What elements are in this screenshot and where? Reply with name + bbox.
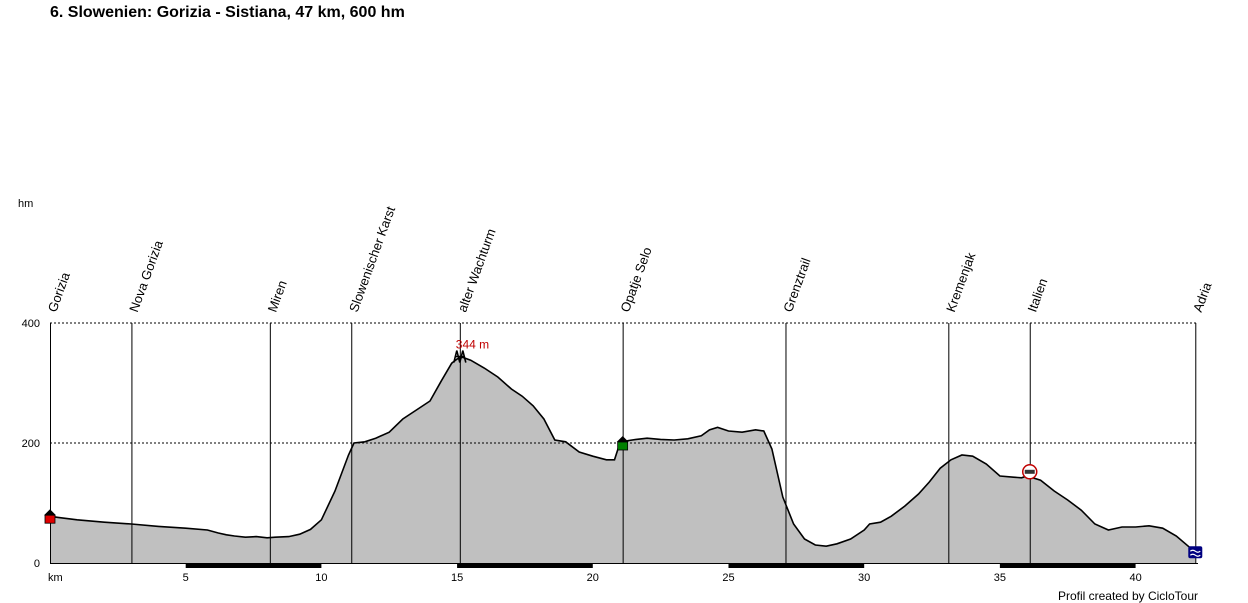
- sea-waves: [1189, 549, 1201, 557]
- peak-elevation-label: 344 m: [456, 338, 489, 352]
- y-tick-label: 200: [22, 438, 40, 450]
- km-band-segment: [457, 564, 593, 568]
- y-tick-label: 0: [34, 558, 40, 570]
- waypoint-label: Kremenjak: [943, 250, 979, 314]
- village-house-icon: [616, 436, 629, 451]
- house-body: [617, 441, 629, 451]
- km-band-segment: [185, 564, 322, 568]
- x-tick-label: 25: [722, 572, 734, 584]
- y-tick-label: 400: [22, 318, 40, 330]
- marker-layer: 344 m: [44, 338, 1203, 559]
- waypoint-label: Adria: [1190, 280, 1215, 314]
- credit-text: Profil created by CicloTour: [1057, 589, 1198, 603]
- y-axis-label: hm: [18, 198, 33, 210]
- km-band-segment: [999, 564, 1136, 568]
- x-tick-label: 40: [1129, 572, 1141, 584]
- waypoint-label: Nova Gorizia: [126, 238, 166, 314]
- sea-box: [1188, 546, 1203, 559]
- km-band-segment: [728, 564, 865, 568]
- waypoint-label: Gorizia: [45, 269, 73, 314]
- house-roof: [44, 509, 56, 516]
- x-tick-label: 30: [858, 572, 870, 584]
- border-sign-icon: [1021, 464, 1038, 480]
- house-roof: [616, 436, 629, 442]
- waypoint-label: Grenztrail: [780, 256, 813, 314]
- x-tick-label: 35: [994, 572, 1006, 584]
- waypoint-label: alter Wachturm: [455, 227, 499, 315]
- sign-bar: [1024, 469, 1035, 474]
- waypoint-label: Miren: [265, 278, 290, 314]
- chart-title: 6. Slowenien: Gorizia - Sistiana, 47 km,…: [50, 4, 405, 21]
- x-tick-label: 10: [315, 572, 327, 584]
- x-axis-label: km: [48, 572, 63, 584]
- waypoint-label: Italien: [1024, 276, 1050, 314]
- x-tick-label: 5: [183, 572, 189, 584]
- house-body: [44, 514, 56, 524]
- start-house-icon: [44, 509, 56, 524]
- waypoint-label: Slowenischer Karst: [346, 204, 398, 314]
- x-tick-label: 15: [451, 572, 463, 584]
- grid-layer: [50, 322, 1198, 444]
- sea-icon: [1188, 546, 1203, 559]
- profile-line: [49, 356, 1196, 553]
- x-tick-label: 20: [587, 572, 599, 584]
- waypoint-label: Opatje Selo: [617, 245, 654, 314]
- tower-frame: [453, 350, 467, 363]
- tower-icon: [453, 350, 467, 363]
